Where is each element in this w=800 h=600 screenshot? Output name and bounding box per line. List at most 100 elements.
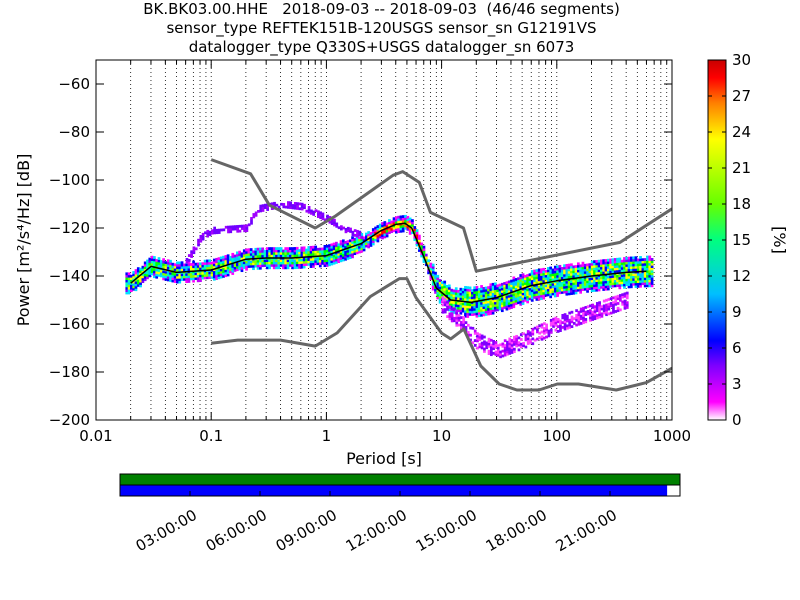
heatmap-cell — [159, 274, 163, 278]
outlier-cell — [559, 322, 562, 325]
heatmap-cell — [551, 268, 555, 272]
heatmap-cell — [346, 240, 350, 244]
outlier-cell — [513, 335, 516, 339]
heatmap-cell — [217, 271, 221, 275]
heatmap-cell — [565, 268, 569, 272]
outlier-cell — [229, 230, 233, 234]
heatmap-cell — [312, 262, 315, 266]
heatmap-cell — [222, 262, 225, 266]
heatmap-cell — [371, 237, 375, 241]
heatmap-cell — [408, 231, 412, 235]
heatmap-cell — [254, 259, 258, 263]
heatmap-cell — [171, 265, 175, 269]
heatmap-cell — [263, 264, 267, 267]
outlier-cell — [496, 349, 500, 352]
heatmap-cell — [634, 275, 638, 279]
outlier-cell — [570, 310, 574, 314]
heatmap-cell — [494, 306, 497, 310]
heatmap-cell — [259, 262, 262, 265]
heatmap-cell — [503, 296, 506, 300]
heatmap-cell — [166, 271, 170, 275]
heatmap-cell — [560, 291, 564, 294]
heatmap-cell — [351, 248, 354, 252]
outlier-cell — [185, 260, 189, 264]
heatmap-cell — [547, 276, 550, 280]
heatmap-cell — [362, 248, 366, 252]
outlier-cell — [464, 321, 468, 325]
heatmap-cell — [632, 275, 635, 279]
heatmap-cell — [646, 270, 649, 273]
heatmap-cell — [600, 283, 603, 287]
heatmap-cell — [484, 301, 488, 304]
outlier-cell — [446, 300, 449, 304]
outlier-cell — [513, 343, 516, 346]
heatmap-cell — [553, 287, 557, 291]
heatmap-cell — [560, 281, 564, 285]
heatmap-cell — [650, 260, 654, 264]
heatmap-cell — [302, 246, 306, 250]
outlier-cell — [213, 229, 216, 232]
heatmap-cell — [537, 268, 541, 272]
x-tick-label: 0.1 — [199, 427, 223, 445]
heatmap-cell — [553, 265, 557, 269]
heatmap-cell — [166, 259, 170, 263]
outlier-cell — [538, 336, 542, 340]
heatmap-cell — [547, 293, 550, 297]
heatmap-cell — [291, 252, 294, 255]
heatmap-cell — [526, 288, 530, 292]
outlier-cell — [556, 325, 560, 328]
outlier-cell — [591, 303, 595, 307]
heatmap-cell — [252, 264, 255, 268]
outlier-cell — [517, 348, 521, 352]
heatmap-cell — [556, 294, 559, 297]
outlier-cell — [554, 328, 558, 332]
heatmap-cell — [443, 290, 447, 294]
heatmap-cell — [208, 271, 212, 275]
heatmap-cell — [498, 298, 502, 301]
heatmap-cell — [489, 288, 493, 291]
heatmap-cell — [173, 272, 177, 276]
outlier-cell — [236, 229, 240, 233]
heatmap-cell — [547, 283, 550, 287]
heatmap-cell — [367, 238, 371, 242]
outlier-cell — [455, 323, 459, 327]
heatmap-cell — [514, 292, 518, 296]
heatmap-cell — [563, 269, 566, 272]
heatmap-cell — [590, 284, 594, 288]
y-tick-label: −160 — [49, 315, 90, 333]
heatmap-cell — [627, 273, 631, 277]
y-tick-label: −140 — [49, 267, 90, 285]
heatmap-cell — [616, 265, 619, 268]
heatmap-cell — [351, 253, 354, 256]
outlier-cell — [328, 216, 332, 219]
heatmap-cell — [581, 280, 585, 284]
heatmap-cell — [376, 237, 380, 240]
heatmap-cell — [461, 302, 465, 306]
heatmap-cell — [242, 256, 246, 260]
heatmap-cell — [537, 295, 541, 298]
outlier-cell — [584, 310, 588, 314]
heatmap-cell — [164, 261, 168, 264]
heatmap-cell — [235, 258, 239, 262]
heatmap-cell — [613, 277, 617, 281]
outlier-cell — [496, 353, 500, 357]
heatmap-cell — [535, 273, 539, 277]
heatmap-cell — [328, 244, 331, 247]
heatmap-cell — [521, 285, 525, 289]
heatmap-cell — [328, 263, 331, 267]
heatmap-cell — [629, 285, 633, 289]
heatmap-cell — [507, 299, 511, 303]
heatmap-cell — [604, 266, 608, 270]
heatmap-cell — [606, 277, 610, 281]
time-tick-label: 18:00:00 — [483, 506, 550, 555]
heatmap-cell — [247, 262, 251, 266]
heatmap-cell — [259, 252, 262, 256]
heatmap-cell — [210, 261, 214, 265]
heatmap-cell — [461, 304, 465, 308]
heatmap-cell — [157, 271, 161, 275]
heatmap-cell — [544, 274, 548, 278]
heatmap-cell — [323, 247, 327, 251]
heatmap-cell — [639, 268, 642, 271]
outlier-cell — [582, 316, 585, 320]
outlier-cell — [476, 334, 479, 338]
